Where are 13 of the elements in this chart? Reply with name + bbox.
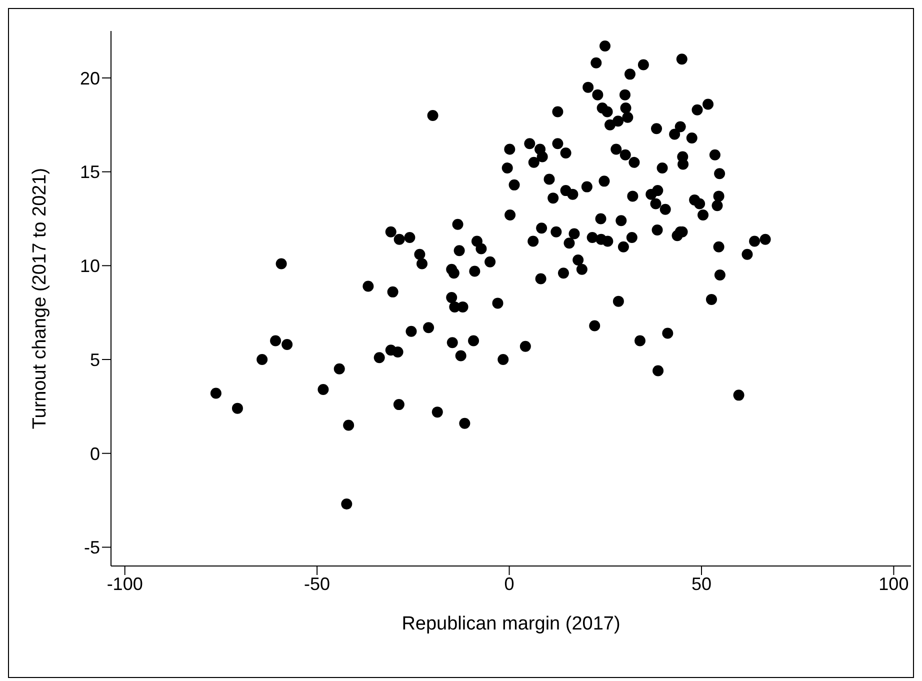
y-tick-label: 0 — [90, 444, 100, 464]
y-tick-label: -5 — [84, 538, 100, 558]
y-tick-label: 10 — [80, 256, 100, 276]
x-tick-label: 0 — [504, 574, 514, 594]
x-tick-label: 50 — [691, 574, 712, 594]
x-tick-label: -50 — [304, 574, 330, 594]
x-tick-label: 100 — [878, 574, 909, 594]
y-tick-label: 20 — [80, 68, 100, 88]
y-tick-label: 5 — [90, 350, 100, 370]
y-axis-title: Turnout change (2017 to 2021) — [30, 168, 51, 430]
y-tick-label: 15 — [80, 162, 100, 182]
x-tick-label: -100 — [106, 574, 143, 594]
x-axis-title: Republican margin (2017) — [402, 613, 620, 634]
